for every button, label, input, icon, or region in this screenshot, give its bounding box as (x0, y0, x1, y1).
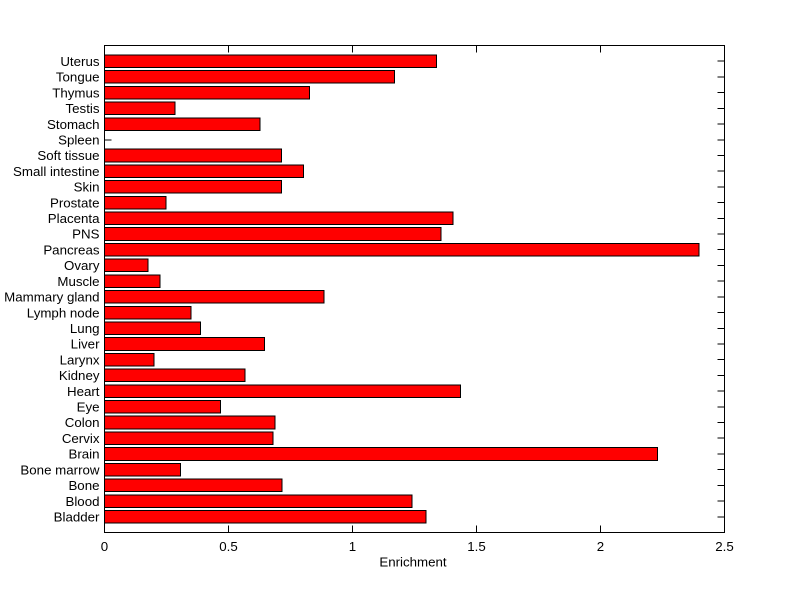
svg-text:Soft tissue: Soft tissue (37, 148, 99, 163)
svg-text:Liver: Liver (71, 337, 100, 352)
svg-text:Prostate: Prostate (50, 195, 100, 210)
svg-text:2.5: 2.5 (715, 539, 734, 554)
svg-text:Small intestine: Small intestine (13, 164, 99, 179)
svg-text:Brain: Brain (68, 447, 99, 462)
svg-text:Mammary gland: Mammary gland (4, 290, 99, 305)
svg-text:Testis: Testis (66, 101, 100, 116)
svg-text:2: 2 (597, 539, 604, 554)
svg-text:Placenta: Placenta (48, 211, 100, 226)
svg-text:Lung: Lung (70, 321, 100, 336)
svg-text:Larynx: Larynx (60, 352, 100, 367)
svg-text:Pancreas: Pancreas (43, 242, 100, 257)
svg-text:Bone: Bone (68, 478, 99, 493)
svg-text:Thymus: Thymus (52, 85, 100, 100)
svg-text:Blood: Blood (65, 494, 99, 509)
svg-text:Cervix: Cervix (62, 431, 100, 446)
svg-text:Enrichment: Enrichment (379, 555, 447, 570)
svg-text:0: 0 (101, 539, 108, 554)
svg-text:Lymph node: Lymph node (27, 305, 100, 320)
svg-text:Bone marrow: Bone marrow (20, 462, 99, 477)
svg-text:Colon: Colon (65, 415, 100, 430)
svg-text:Tongue: Tongue (56, 70, 100, 85)
svg-text:1.5: 1.5 (467, 539, 486, 554)
svg-text:Bladder: Bladder (54, 509, 100, 524)
svg-text:Heart: Heart (67, 384, 100, 399)
svg-text:Stomach: Stomach (47, 117, 99, 132)
svg-text:0.5: 0.5 (219, 539, 238, 554)
svg-text:Muscle: Muscle (57, 274, 99, 289)
svg-text:Uterus: Uterus (60, 54, 100, 69)
svg-text:Kidney: Kidney (59, 368, 100, 383)
svg-text:Eye: Eye (77, 400, 100, 415)
svg-text:Spleen: Spleen (58, 132, 99, 147)
svg-text:Skin: Skin (74, 180, 100, 195)
svg-text:PNS: PNS (72, 227, 99, 242)
svg-text:1: 1 (349, 539, 356, 554)
svg-text:Ovary: Ovary (64, 258, 100, 273)
